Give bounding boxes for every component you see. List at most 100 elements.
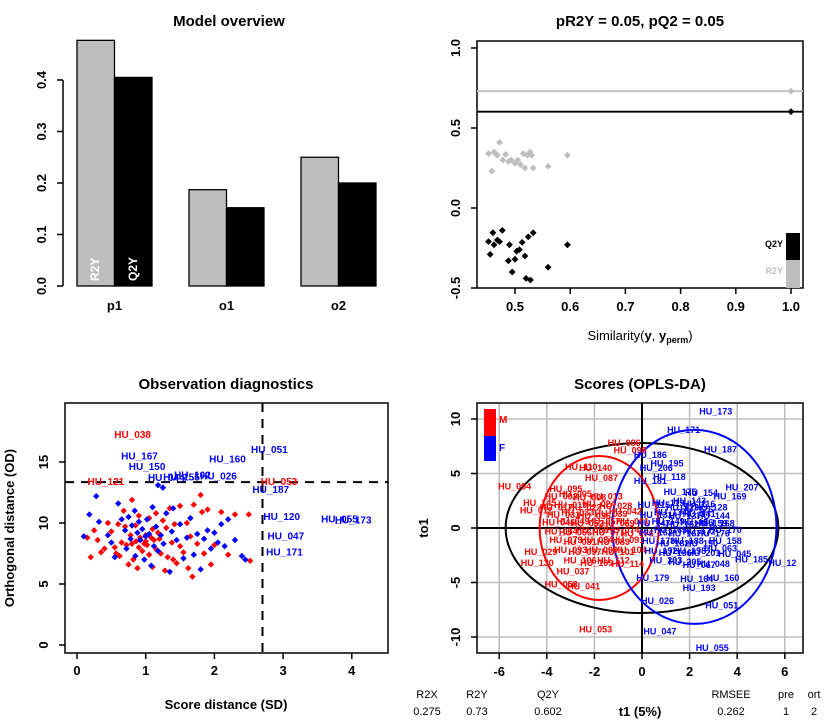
sample-label-M: HU_031 (547, 510, 580, 520)
tick-label: 0.2 (34, 174, 49, 192)
sample-point-M (207, 561, 215, 568)
tick-label: -0.5 (448, 277, 463, 299)
sample-point-M (134, 564, 141, 572)
outlier-label: HU_026 (200, 472, 237, 483)
sample-label-M: HU_002 (545, 491, 578, 501)
outlier-label: HU_167 (121, 452, 158, 463)
sample-point-M (90, 527, 98, 534)
sample-point-F (127, 535, 134, 543)
sample-label-F: HU_152 (666, 520, 699, 530)
sample-label-M: HU_091 (611, 535, 644, 545)
sample-point-M (132, 522, 139, 529)
sample-label-F: HU_205 (668, 557, 701, 567)
sample-point-F (214, 539, 222, 546)
outlier-label: HU_038 (114, 430, 151, 441)
sample-label-M: HU_089 (597, 537, 630, 547)
sample-point-F (187, 514, 194, 522)
category-label: o2 (331, 298, 346, 313)
perm-point-Q2Y (493, 236, 501, 244)
perm-point-R2Y (485, 150, 492, 157)
sample-label-M: HU_101 (602, 547, 635, 557)
sample-point-F (111, 553, 118, 561)
tick-label: 4 (348, 663, 356, 678)
sample-label-F: HU_141 (683, 509, 716, 519)
sample-label-M: HU_008 (573, 492, 606, 502)
sample-label-M: HU_049 (556, 516, 589, 526)
tick-label: -10 (448, 628, 463, 647)
legend-label-M: M (499, 415, 507, 426)
sample-label-F: HU_134 (654, 508, 687, 518)
sample-point-M (108, 528, 115, 535)
sample-point-M (135, 544, 143, 551)
sample-label-M: HU_140 (579, 463, 612, 473)
legend-swatch-F (484, 436, 496, 461)
tick-label: 0.9 (727, 299, 745, 314)
sample-label-M: HU_074 (606, 525, 639, 535)
sample-label-F: HU_137 (668, 511, 701, 521)
sample-label-F: HU_055 (696, 643, 729, 653)
perm-point-R2Y (514, 156, 522, 164)
perm-point-Q2Y (521, 252, 529, 260)
sample-point-M (224, 551, 232, 558)
sample-point-M (135, 512, 143, 519)
sample-point-M (150, 536, 158, 544)
perm-point-Q2Y (518, 239, 526, 246)
sample-point-M (111, 544, 118, 551)
sample-label-M: HU_011 (520, 506, 553, 516)
sample-label-F: HU_067 (683, 560, 716, 570)
sample-point-M (211, 541, 218, 549)
sample-point-M (94, 536, 101, 544)
sample-label-F: HU_195 (650, 459, 683, 469)
sample-label-M: HU_017 (540, 502, 573, 512)
sample-point-F (200, 535, 208, 543)
sample-point-M (104, 519, 112, 527)
perm-point-R2Y (502, 151, 510, 158)
sample-point-M (128, 540, 136, 547)
sample-label-F: HU_169 (714, 491, 747, 501)
legend-swatch-M (484, 409, 496, 436)
sample-label-M: HU_019 (554, 500, 587, 510)
sample-label-F: HU_162 (640, 527, 673, 537)
sample-point-F (190, 551, 197, 558)
sample-point-M (123, 541, 130, 549)
perm-point-Q2Y (511, 255, 519, 263)
footer-stat-value-pre: 1 (783, 706, 789, 718)
sample-point-F (135, 518, 143, 525)
sample-point-F (180, 555, 187, 562)
perm-point-Q2Y (787, 108, 795, 116)
perm-point-Q2Y (508, 268, 516, 276)
sample-point-M (118, 539, 125, 546)
sample-point-F (207, 545, 215, 552)
sample-point-M (116, 552, 123, 560)
outlier-label: HU_187 (252, 485, 289, 496)
sample-label-M: HU_106 (564, 556, 597, 566)
sample-label-M: HU_095 (549, 484, 582, 494)
sample-label-F: HU_045 (718, 549, 751, 559)
sample-label-M: HU_028 (599, 501, 632, 511)
footer-stat-key-pre: pre (778, 689, 794, 701)
sample-point-M (161, 567, 169, 574)
sample-label-M: HU_114 (611, 559, 644, 569)
sample-point-F (145, 530, 153, 538)
sample-point-F (176, 521, 184, 528)
sample-label-M: HU_024 (583, 499, 616, 509)
sample-label-F: HU_179 (636, 573, 669, 583)
sample-point-M (142, 538, 149, 545)
sample-point-F (118, 516, 125, 523)
legend-label-Q2Y: Q2Y (765, 239, 783, 249)
sample-label-F: HU_172 (683, 526, 716, 536)
sample-label-F: HU_170 (709, 525, 742, 535)
outlier-label: HU_051 (251, 445, 288, 456)
bar-Q2Y-o2 (337, 182, 377, 287)
sample-label-F: HU_185 (735, 555, 768, 565)
tick-label: 10 (448, 412, 463, 426)
sample-point-F (115, 500, 122, 507)
sample-point-F (159, 484, 167, 491)
footer-stat-key-ort: ort (808, 689, 821, 701)
perm-point-R2Y (787, 87, 795, 95)
outlier-label: HU_171 (266, 547, 303, 558)
sample-label-M: HU_145 (523, 498, 556, 508)
sample-point-F (139, 525, 146, 533)
scores-title: Scores (OPLS-DA) (574, 376, 706, 393)
footer-stat-key-R2X: R2X (416, 689, 438, 701)
